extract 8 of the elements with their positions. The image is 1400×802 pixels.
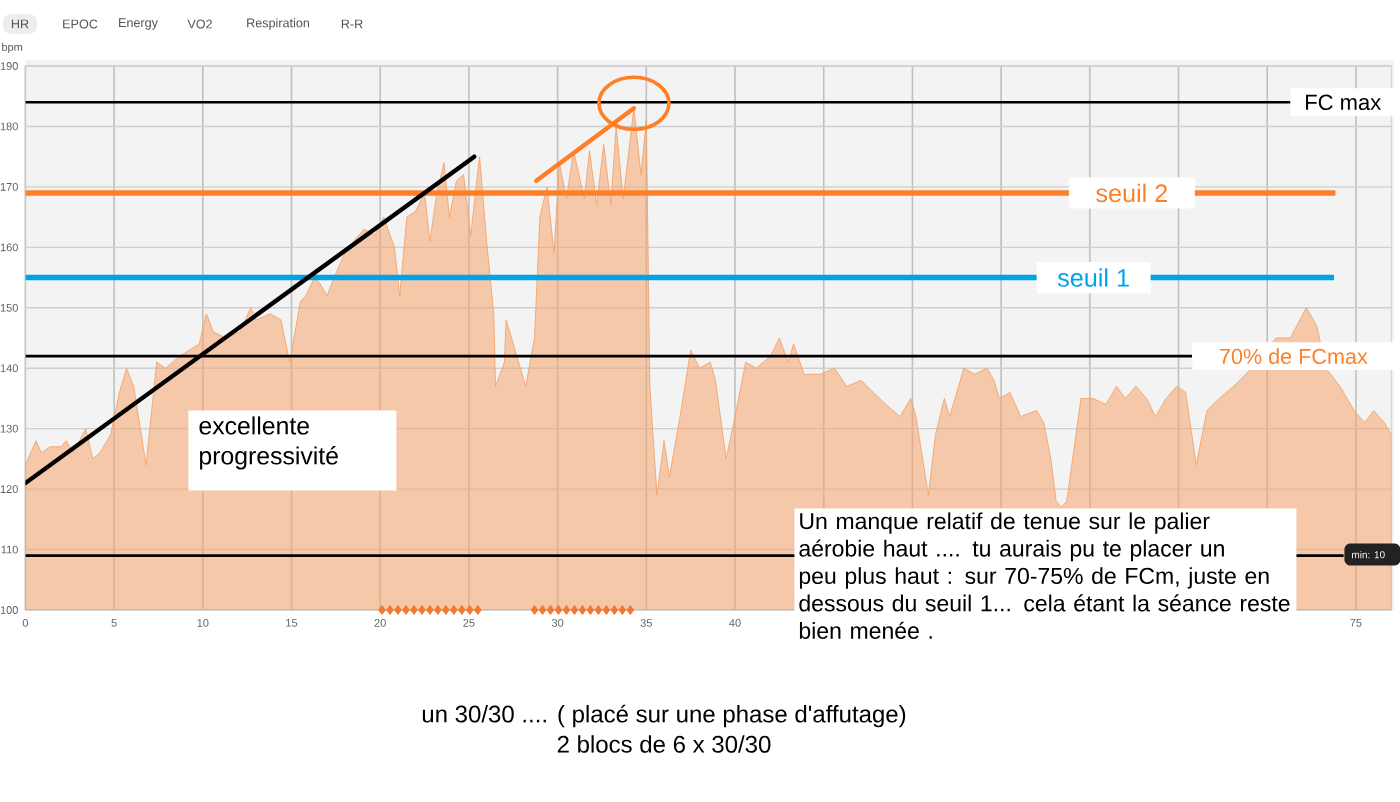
ref-line-label: FC max (1306, 94, 1381, 111)
annotation: excellente progressivité (199, 416, 338, 470)
ref-line-label: seuil 1 (1057, 268, 1129, 287)
ref-line-label: 70% de FCmax (1220, 348, 1368, 365)
ref-line-label: seuil 2 (1096, 183, 1167, 203)
text: un 30/30 .... ( placé sur une phase d'affutage) (422, 704, 906, 728)
text: 2 blocs de 6 x 30/30 (557, 735, 771, 753)
annotation: Un manque relatif de tenue sur le palier aérobie haut .... tu aurais pu te placer un peu plus haut : sur 70-75% de FCm, juste en dessous du seuil 1... cela étant la séance reste bien menée . (799, 512, 1290, 639)
